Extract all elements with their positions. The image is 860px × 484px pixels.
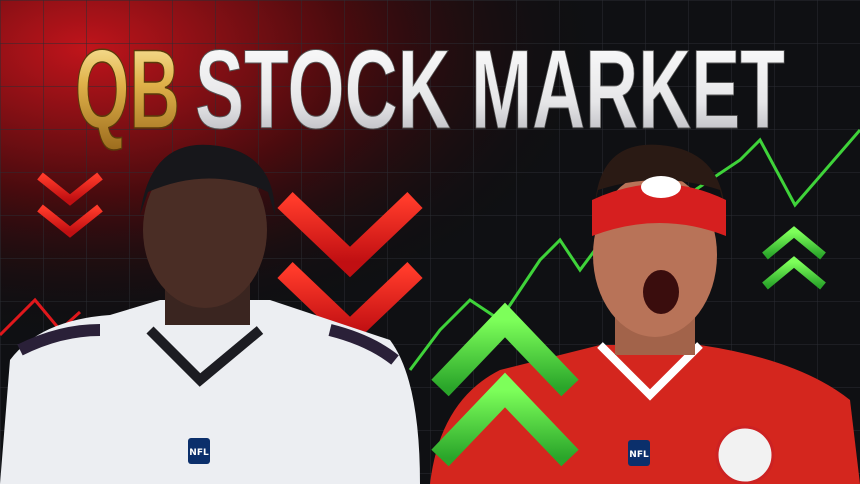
- title-prefix: QB: [75, 27, 180, 152]
- right-player: NFL: [430, 144, 860, 484]
- title-main: STOCK MARKET: [195, 27, 785, 152]
- down-chevrons-small: [37, 172, 103, 238]
- up-chevrons-small: [762, 226, 826, 290]
- green-trend-line: [408, 129, 860, 371]
- jersey-badge: NFL: [629, 450, 649, 460]
- left-player: NFL: [0, 144, 420, 484]
- red-trend-line: [0, 297, 82, 337]
- jersey-badge: NFL: [189, 448, 209, 458]
- up-chevrons-large: [431, 302, 579, 467]
